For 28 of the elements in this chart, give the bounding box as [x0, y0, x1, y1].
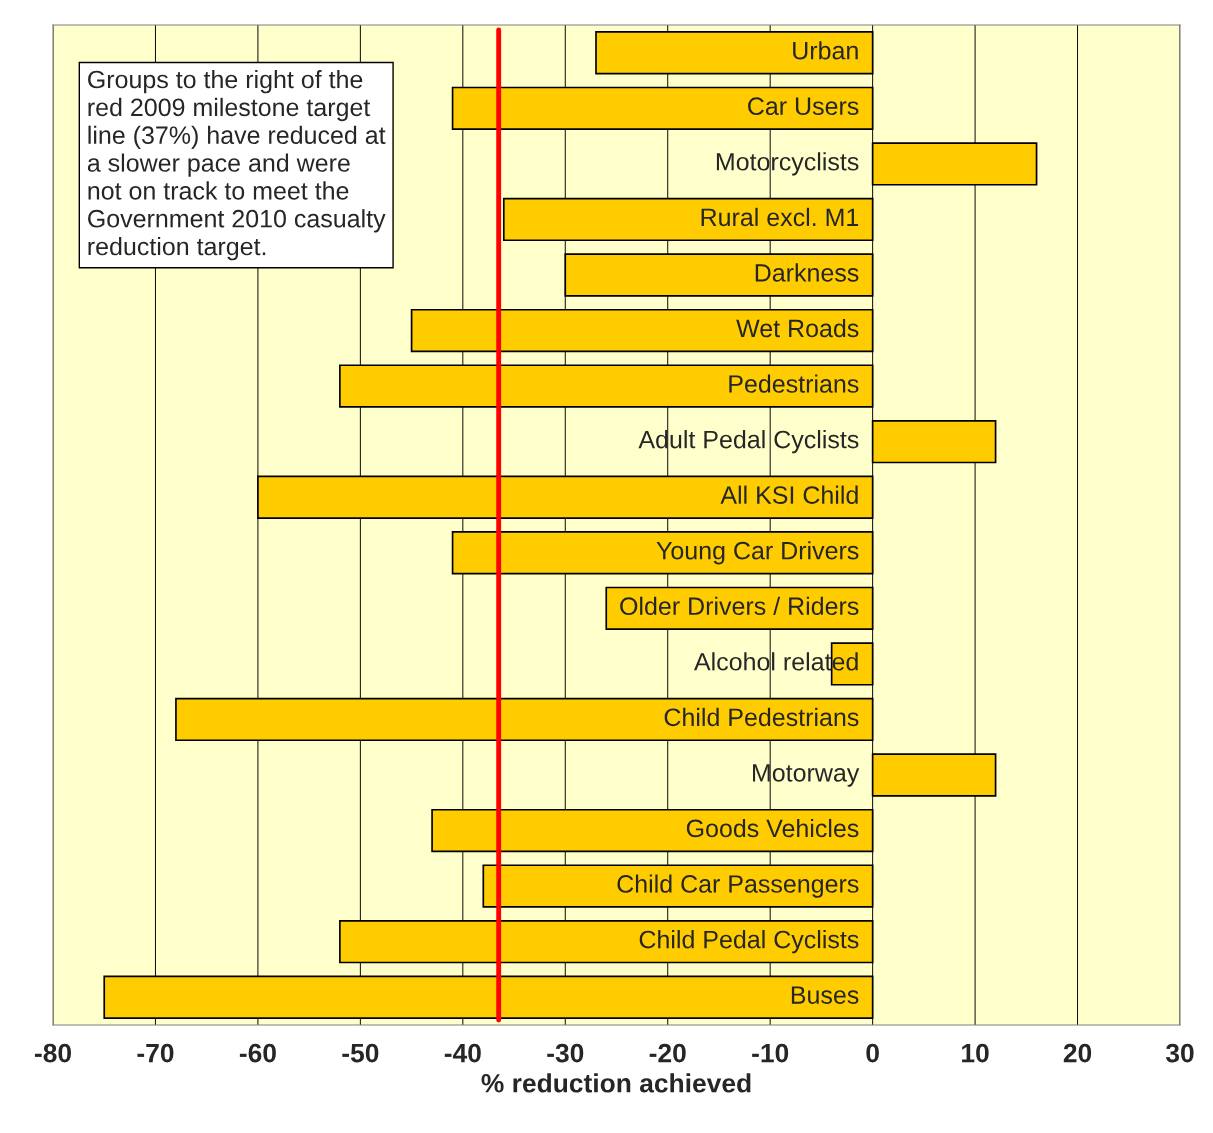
- x-tick-label: 0: [866, 1043, 879, 1063]
- y-tick-label: Rural excl. M1: [701, 207, 859, 227]
- y-tick-label: Child Pedestrians: [664, 707, 859, 727]
- x-axis-title: % reduction achieved: [481, 1073, 751, 1093]
- y-tick-label: Darkness: [755, 263, 859, 282]
- y-tick-label: Wet Roads: [736, 318, 859, 338]
- y-tick-label: Older Drivers / Riders: [620, 596, 859, 616]
- y-tick-label: Goods Vehicles: [686, 818, 859, 838]
- x-tick-label: -60: [239, 1043, 276, 1063]
- y-tick-label: Car Users: [748, 97, 859, 116]
- x-tick-label: -10: [752, 1043, 789, 1063]
- y-tick-label: Young Car Drivers: [656, 541, 859, 565]
- x-tick-label: 20: [1063, 1043, 1092, 1063]
- x-tick-label: 30: [1165, 1043, 1194, 1063]
- x-tick-label: -80: [34, 1043, 71, 1063]
- x-tick-label: -20: [649, 1043, 686, 1063]
- y-tick-label: Pedestrians: [729, 374, 859, 393]
- y-tick-label: Child Car Passengers: [617, 874, 859, 898]
- x-tick-label: -50: [342, 1043, 379, 1063]
- x-tick-label: -40: [444, 1043, 481, 1063]
- x-tick-label: -30: [547, 1043, 584, 1063]
- annotation: Groups to the right of the red 2009 milestone target line (37%) have reduced at a slower pace and were not on track to meet the Government 2010 casualty reduction target.: [87, 70, 386, 261]
- x-tick-label: -70: [137, 1043, 174, 1063]
- y-tick-label: Urban: [793, 41, 858, 60]
- x-tick-label: 10: [962, 1043, 989, 1063]
- y-tick-label: Child Pedal Cyclists: [639, 930, 859, 954]
- y-tick-label: Buses: [791, 986, 859, 1004]
- y-tick-label: All KSI Child: [720, 485, 858, 504]
